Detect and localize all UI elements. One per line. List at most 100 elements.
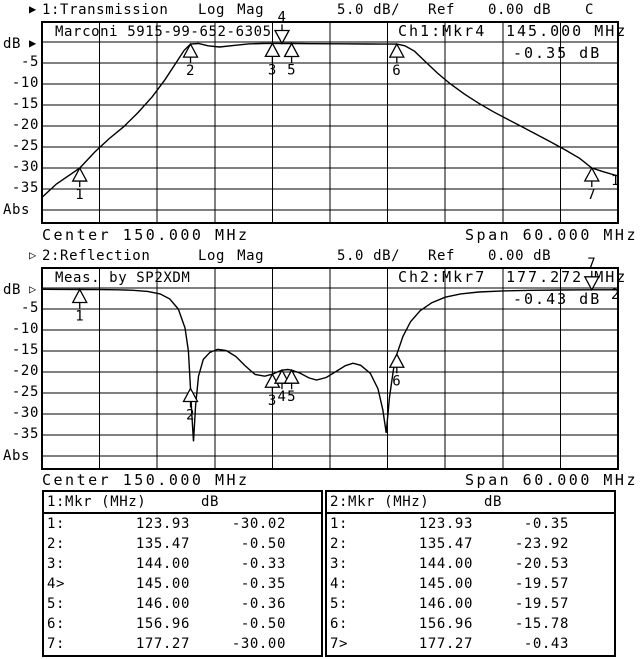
ch1-marker-readout-level: -0.35 dB xyxy=(513,44,602,62)
marker-frequency: 123.93 xyxy=(418,516,473,532)
marker-6-label: 6 xyxy=(392,373,401,389)
marker-table-row: 1: 123.93 -30.02 xyxy=(44,514,321,534)
marker-level: -23.92 xyxy=(514,536,569,552)
marker-frequency: 145.00 xyxy=(135,576,190,592)
y-axis-tick-label: -10 xyxy=(11,321,39,337)
ch1-title: 1:Transmission xyxy=(42,2,169,18)
marker-frequency: 177.27 xyxy=(135,636,190,652)
ch2-active-indicator-icon: ▷ xyxy=(29,248,37,262)
ch1-scale: 5.0 dB/ xyxy=(337,2,401,18)
marker-number: 3: xyxy=(47,556,66,572)
ch1-ref-label: Ref xyxy=(428,2,456,18)
reflection-trace-number: 2 xyxy=(611,287,620,303)
ch1-marker-readout-freq: 145.000 MHz xyxy=(506,22,628,40)
ch1-marker-table: 1:Mkr (MHz) dB 1: 123.93 -30.02 2: 135.47 -0.… xyxy=(42,490,323,657)
marker-4-label: 4 xyxy=(277,9,286,25)
marker-level: -0.35 xyxy=(240,576,286,592)
y-axis-tick-label: -10 xyxy=(11,75,39,91)
ch1-center-frequency: Center 150.000 MHz xyxy=(42,226,250,244)
marker-2-label: 2 xyxy=(186,407,195,423)
marker-level: -20.53 xyxy=(514,556,569,572)
marker-5-glyph xyxy=(283,368,300,384)
ch2-scale: 5.0 dB/ xyxy=(337,248,401,264)
ch2-axis-bottom-label: Abs xyxy=(3,448,31,464)
marker-1-label: 1 xyxy=(75,308,84,324)
y-axis-tick-label: -25 xyxy=(11,138,39,154)
ch2-marker-table-header: 2:Mkr (MHz) dB xyxy=(327,492,614,514)
ch1-ref-value: 0.00 dB xyxy=(488,2,552,18)
marker-table-row: 2: 135.47 -0.50 xyxy=(44,534,321,554)
y-axis-tick-label: -30 xyxy=(11,405,39,421)
marker-table-row: 7: 177.27 -30.00 xyxy=(44,634,321,654)
y-axis-tick-label: -25 xyxy=(11,384,39,400)
marker-frequency: 123.93 xyxy=(135,516,190,532)
marker-frequency: 135.47 xyxy=(135,536,190,552)
y-axis-tick-label: -30 xyxy=(11,159,39,175)
marker-number: 4> xyxy=(47,576,66,592)
ch1-marker-table-body: 1: 123.93 -30.02 2: 135.47 -0.50 3: 144.00 -0.33… xyxy=(44,514,321,654)
ch2-marker-readout-label: Ch2:Mkr7 xyxy=(398,268,487,286)
ch2-center-frequency: Center 150.000 MHz xyxy=(42,471,250,489)
marker-table-row: 5: 146.00 -19.57 xyxy=(327,594,614,614)
ch2-marker-table-body: 1: 123.93 -0.35 2: 135.47 -23.92 3: 144.00 -20.5… xyxy=(327,514,614,654)
y-axis-tick-label: -5 xyxy=(20,300,39,316)
transmission-trace xyxy=(41,42,619,198)
marker-table-row: 5: 146.00 -0.36 xyxy=(44,594,321,614)
marker-number: 7> xyxy=(330,636,349,652)
marker-1-label: 1 xyxy=(75,187,84,203)
ch1-ref-level-marker-icon: ▶ xyxy=(29,36,37,50)
marker-level: -15.78 xyxy=(514,616,569,632)
ch1-span: Span 60.000 MHz xyxy=(465,226,638,244)
y-axis-tick-label: -5 xyxy=(20,54,39,70)
marker-6-glyph xyxy=(388,352,405,368)
marker-number: 4: xyxy=(330,576,349,592)
marker-2-glyph xyxy=(182,42,199,58)
ch1-format: Log Mag xyxy=(198,2,265,18)
marker-number: 3: xyxy=(330,556,349,572)
marker-3-glyph xyxy=(264,42,281,58)
marker-table-row: 3: 144.00 -20.53 xyxy=(327,554,614,574)
marker-frequency: 146.00 xyxy=(135,596,190,612)
ch1-device-id: Marconi 5915-99-652-6305 xyxy=(55,24,272,40)
marker-1-glyph xyxy=(71,288,88,304)
marker-level: -30.02 xyxy=(231,516,286,532)
marker-3-glyph xyxy=(264,372,281,388)
marker-number: 1: xyxy=(330,516,349,532)
marker-frequency: 145.00 xyxy=(418,576,473,592)
ch2-ref-value: 0.00 dB xyxy=(488,248,552,264)
marker-7-glyph xyxy=(583,166,600,182)
marker-6-glyph xyxy=(388,42,405,58)
marker-5-glyph xyxy=(283,42,300,58)
marker-frequency: 177.27 xyxy=(418,636,473,652)
marker-5-label: 5 xyxy=(287,389,296,405)
marker-level: -0.35 xyxy=(523,516,569,532)
marker-7-label: 7 xyxy=(587,187,596,203)
ch1-axis-bottom-label: Abs xyxy=(3,202,31,218)
y-axis-tick-label: -20 xyxy=(11,117,39,133)
ch2-ref-label: Ref xyxy=(428,248,456,264)
marker-level: -19.57 xyxy=(514,576,569,592)
marker-table-row: 1: 123.93 -0.35 xyxy=(327,514,614,534)
y-axis-tick-label: -15 xyxy=(11,342,39,358)
marker-table-row: 7> 177.27 -0.43 xyxy=(327,634,614,654)
marker-level: -0.36 xyxy=(240,596,286,612)
marker-2-glyph xyxy=(182,387,199,403)
marker-4-label: 4 xyxy=(277,389,286,405)
ch2-axis-unit-label: dB xyxy=(3,282,22,298)
marker-number: 2: xyxy=(330,536,349,552)
marker-frequency: 144.00 xyxy=(135,556,190,572)
ch2-marker-table-title: 2:Mkr (MHz) xyxy=(330,494,430,510)
marker-frequency: 146.00 xyxy=(418,596,473,612)
marker-number: 6: xyxy=(330,616,349,632)
transmission-chart: 12 345 671 xyxy=(41,9,619,224)
marker-table-row: 4> 145.00 -0.35 xyxy=(44,574,321,594)
ch1-marker-table-header: 1:Mkr (MHz) dB xyxy=(44,492,321,514)
reflection-trace xyxy=(41,288,618,442)
ch2-title: 2:Reflection xyxy=(42,248,151,264)
ch1-cal-flag: C xyxy=(585,2,595,18)
marker-number: 6: xyxy=(47,616,66,632)
ch2-ref-level-marker-icon: ▷ xyxy=(29,282,37,296)
ch2-span: Span 60.000 MHz xyxy=(465,471,638,489)
